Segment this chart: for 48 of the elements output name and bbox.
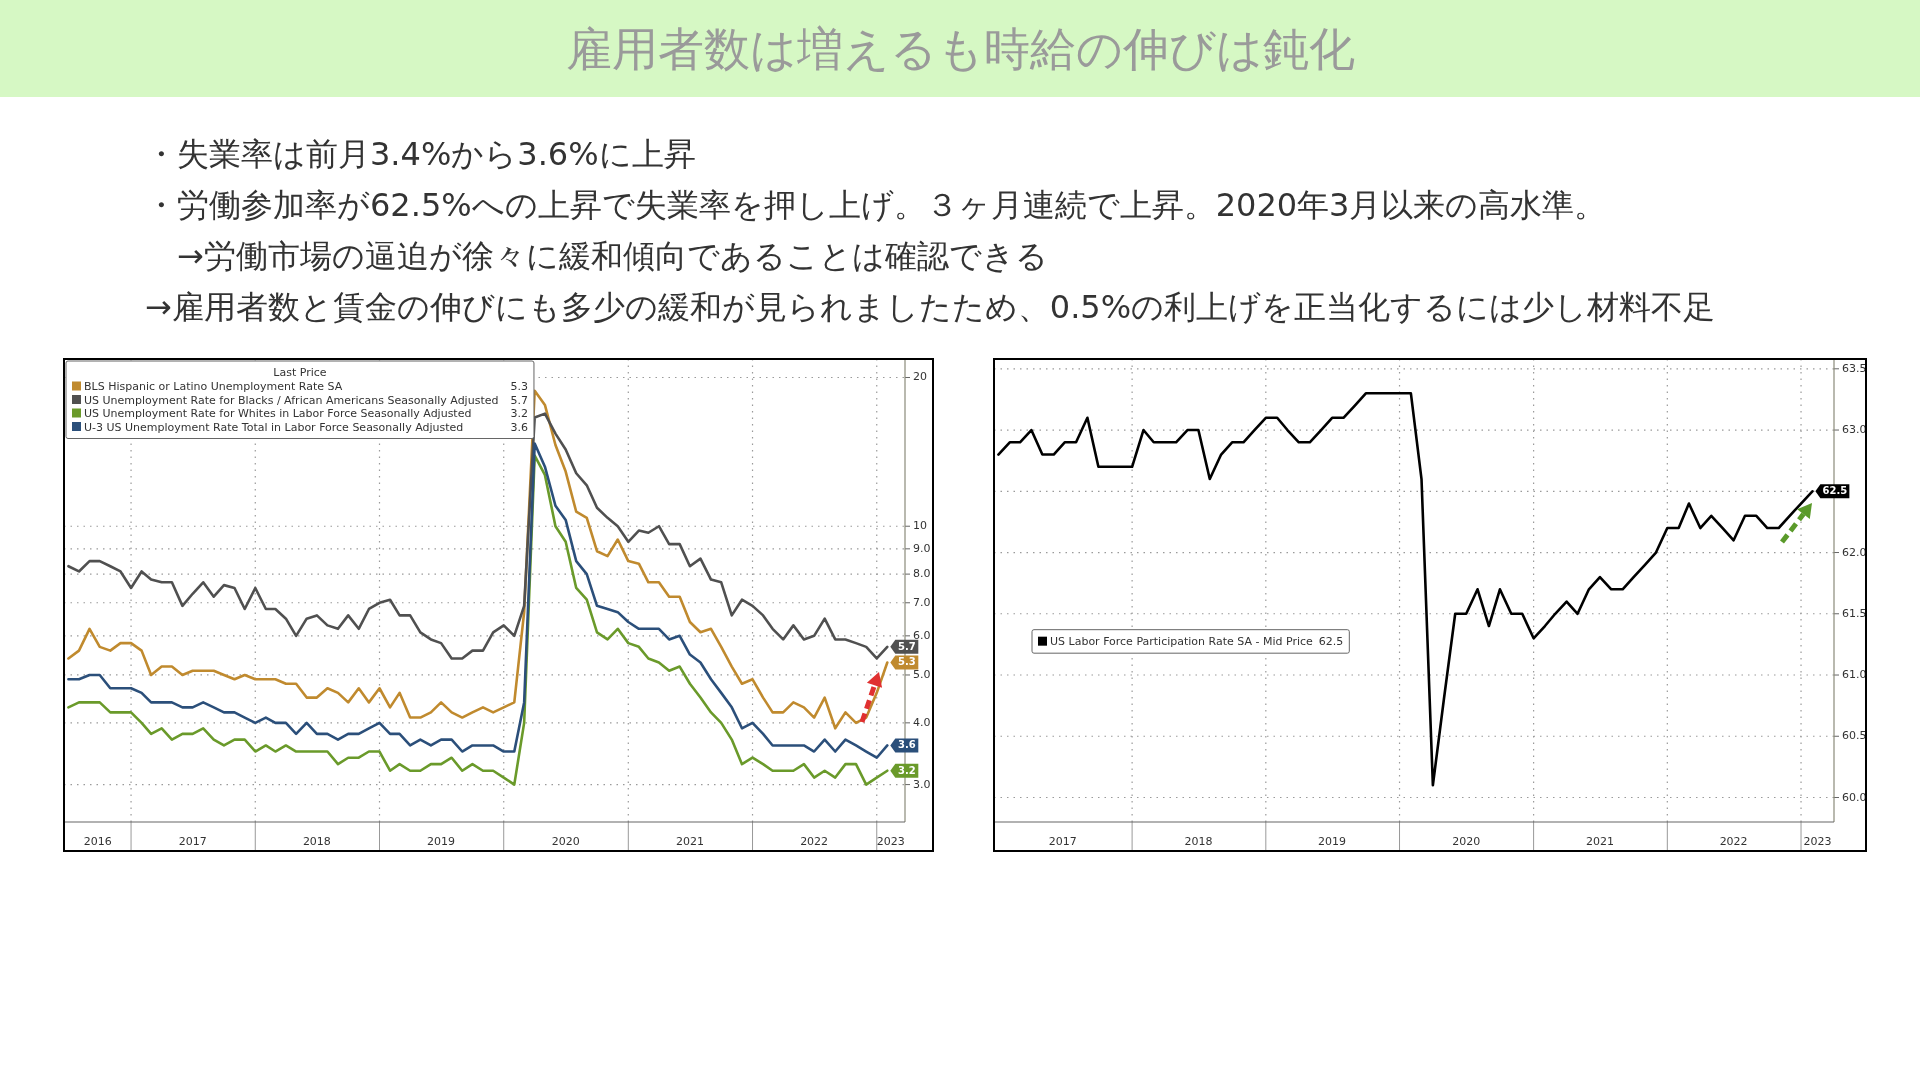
y-tick-label: 20 [913,370,927,384]
legend-label: U-3 US Unemployment Rate Total in Labor Force Seasonally Adjusted [84,420,464,434]
text: ・失業率は前月3.4%から3.6%に上昇 [145,135,696,173]
legend-label: US Labor Force Participation Rate SA - Mid Price [1050,635,1314,649]
x-tick-label: 2023 [876,835,905,848]
x-tick-label: 2022 [800,835,829,848]
y-tick-label: 10 [913,519,927,533]
x-tick-label: 2022 [1719,835,1748,848]
x-tick-label: 2019 [427,835,456,848]
x-tick-label: 2019 [1318,835,1347,848]
x-tick-label: 2020 [551,835,580,848]
y-tick-label: 9.0 [913,541,931,555]
data-label: 62.5 [1822,485,1848,497]
text: 3.6 [510,420,528,434]
legend-label: US Unemployment Rate for Whites in Labor Force Seasonally Adjusted [84,407,472,420]
y-tick-label: 3.0 [913,777,931,791]
y-tick-label: 60.5 [1842,729,1867,743]
x-tick-label: 2016 [83,835,112,848]
legend-title: Last Price [273,366,327,379]
data-label: 3.6 [897,739,916,751]
y-tick-label: 61.5 [1842,606,1867,620]
x-tick-label: 2021 [675,835,704,848]
text: 5.7 [510,393,528,407]
x-tick-label: 2017 [178,835,207,848]
y-tick-label: 6.0 [913,628,931,642]
data-label: 3.2 [897,764,916,776]
x-tick-label: 2021 [1585,835,1614,848]
y-tick-label: 7.0 [913,595,931,609]
y-tick-label: 4.0 [913,715,931,729]
x-tick-label: 2020 [1452,835,1481,848]
chart-title: 雇用者数は増えるも時給の伸びは鈍化 [565,21,1355,76]
x-tick-label: 2018 [302,835,331,848]
x-tick-label: 2023 [1803,835,1832,848]
text: →労働市場の逼迫が徐々に緩和傾向であることは確認できる [145,237,1048,275]
y-tick-label: 5.0 [913,667,931,681]
data-label: 5.3 [897,656,916,668]
text: 5.3 [510,380,528,393]
legend-label: BLS Hispanic or Latino Unemployment Rate SA [84,380,343,393]
text: ・労働参加率が62.5%への上昇で失業率を押し上げ。３ヶ月連続で上昇。2020年3月以来の高水準。 [145,186,1607,224]
x-tick-label: 2018 [1184,835,1213,848]
legend: US Labor Force Participation Rate SA - Mid Price 62.5 [1031,629,1350,654]
y-tick-label: 63.5 [1842,361,1867,375]
data-label: 5.7 [897,640,916,652]
text: →雇用者数と賃金の伸びにも多少の緩和が見られましたため、0.5%の利上げを正当化するには少し材料不足 [145,288,1716,326]
y-tick-label: 8.0 [913,567,931,581]
x-tick-label: 2017 [1048,835,1077,848]
legend-label: US Unemployment Rate for Blacks / African Americans Seasonally Adjusted [84,393,499,407]
text: 3.2 [510,407,528,420]
